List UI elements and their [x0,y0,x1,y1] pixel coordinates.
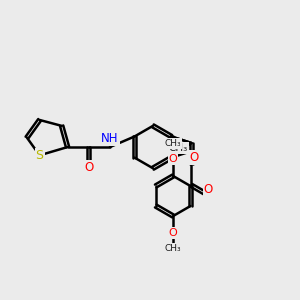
Text: O: O [204,183,213,196]
Text: CH₃: CH₃ [165,244,182,253]
Text: S: S [36,149,43,162]
Text: O: O [169,154,178,164]
Text: NH: NH [101,132,119,145]
Text: O: O [189,151,198,164]
Text: O: O [84,161,93,174]
Text: CH₃: CH₃ [169,143,188,153]
Text: O: O [169,228,178,238]
Text: CH₃: CH₃ [165,139,182,148]
